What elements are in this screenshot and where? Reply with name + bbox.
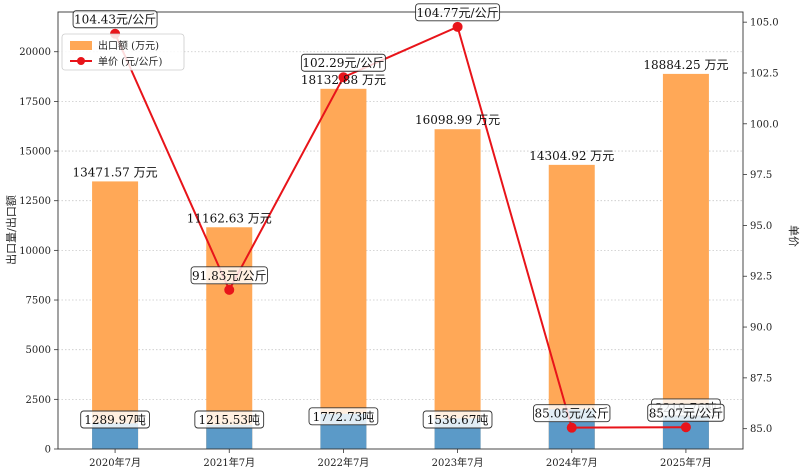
unit-price-line xyxy=(110,21,691,433)
data-labels: 13471.57 万元 11162.63 万元 18132.88 万元 16098.9… xyxy=(72,3,728,429)
x-tick-label: 2024年7月 xyxy=(546,456,598,469)
y-right-tick-label: 87.5 xyxy=(750,373,772,384)
export-volume-label: 1536.67吨 xyxy=(427,413,489,427)
y-right-tick-label: 102.5 xyxy=(750,68,779,79)
export-value-bar xyxy=(92,181,139,449)
x-tick-label: 2025年7月 xyxy=(660,456,712,469)
y-tick-label: 20000 xyxy=(19,47,51,58)
plot-frame xyxy=(57,11,744,450)
y-right-tick-label: 97.5 xyxy=(750,170,772,181)
unit-price-polyline xyxy=(114,25,686,429)
unit-price-label: 102.29元/公斤 xyxy=(302,56,384,70)
y-axis-label-right: 单价 xyxy=(787,225,800,247)
y-tick-label: 2500 xyxy=(26,395,51,406)
x-tick-label: 2021年7月 xyxy=(203,456,255,469)
unit-price-label-box xyxy=(647,403,725,422)
y-right-tick-label: 90.0 xyxy=(750,323,772,334)
legend: 出口额 (万元) 单价 (元/公斤) xyxy=(61,33,185,71)
unit-price-label: 104.43元/公斤 xyxy=(74,13,156,27)
y-tick-label: 12500 xyxy=(19,196,51,207)
legend-swatch-price-marker xyxy=(77,57,85,65)
legend-label-price: 单价 (元/公斤) xyxy=(98,56,162,68)
export-volume-bar xyxy=(206,424,253,449)
legend-swatch-export-value xyxy=(70,41,92,50)
y-right-tick-label: 85.0 xyxy=(750,424,772,435)
unit-price-label-group: 85.07元/公斤 xyxy=(647,403,725,422)
y-tick-label: 17500 xyxy=(19,97,51,108)
export-volume-label: 1289.97吨 xyxy=(84,413,146,427)
export-value-bar xyxy=(434,129,481,449)
legend-box xyxy=(61,33,185,71)
y-right-tick-label: 95.0 xyxy=(750,221,772,232)
unit-price-label-group: 104.77元/公斤 xyxy=(415,3,501,22)
unit-price-label-box xyxy=(415,3,501,22)
export-value-label: 13471.57 万元 xyxy=(73,165,158,179)
unit-price-label-box xyxy=(533,404,611,423)
export-value-label: 18132.88 万元 xyxy=(301,73,386,87)
export-volume-label-group: 1536.67吨 xyxy=(422,410,493,429)
export-value-label: 18884.25 万元 xyxy=(643,58,728,72)
y-tick-label: 10000 xyxy=(19,246,51,257)
unit-price-label-box xyxy=(190,266,268,285)
unit-price-point xyxy=(680,422,691,433)
export-value-label: 14304.92 万元 xyxy=(529,149,614,163)
unit-price-label: 85.07元/公斤 xyxy=(649,406,723,420)
export-volume-label-box xyxy=(194,410,265,429)
unit-price-label: 85.05元/公斤 xyxy=(535,407,609,421)
export-value-bar xyxy=(320,88,367,449)
export-volume-label: 1772.73吨 xyxy=(313,410,375,424)
y-tick-label: 0 xyxy=(45,445,51,456)
unit-price-point xyxy=(338,72,349,83)
axes: 0 2500 5000 7500 10000 12500 15000 17500 20000 85… xyxy=(19,11,779,469)
export-value-bars xyxy=(92,73,709,449)
unit-price-label-group: 85.05元/公斤 xyxy=(533,404,611,423)
y-tick-label: 15000 xyxy=(19,147,51,158)
x-tick-label: 2022年7月 xyxy=(318,456,370,469)
y-tick-label: 5000 xyxy=(26,345,51,356)
unit-price-label: 104.77元/公斤 xyxy=(417,6,499,20)
unit-price-label-box xyxy=(72,10,158,29)
y-right-tick-label: 100.0 xyxy=(750,119,779,130)
unit-price-label-group: 104.43元/公斤 xyxy=(72,10,158,29)
export-volume-label-group: 1215.53吨 xyxy=(194,410,265,429)
export-volume-label-group: 1289.97吨 xyxy=(80,410,150,429)
y-tick-label: 7500 xyxy=(26,296,51,307)
y-right-tick-label: 105.0 xyxy=(750,18,779,29)
y-right-tick-label: 92.5 xyxy=(750,272,772,283)
unit-price-label-group: 102.29元/公斤 xyxy=(300,53,386,72)
export-volume-label-box xyxy=(308,407,379,426)
export-volume-label: 1215.53吨 xyxy=(198,413,260,427)
unit-price-point xyxy=(224,284,235,295)
export-value-label: 11162.63 万元 xyxy=(187,211,272,225)
unit-price-label-group: 91.83元/公斤 xyxy=(190,266,268,285)
export-volume-label-group: 1772.73吨 xyxy=(308,407,379,426)
grid xyxy=(58,51,743,400)
unit-price-label-box xyxy=(300,53,386,72)
unit-price-point xyxy=(566,422,577,433)
unit-price-point xyxy=(452,21,463,32)
export-value-label: 16098.99 万元 xyxy=(415,113,500,127)
y-axis-label-left: 出口量/出口额 xyxy=(4,195,18,265)
export-value-bar xyxy=(548,164,595,449)
x-tick-label: 2020年7月 xyxy=(89,456,141,469)
legend-label-export-value: 出口额 (万元) xyxy=(98,39,159,52)
unit-price-label: 91.83元/公斤 xyxy=(192,269,266,283)
export-volume-label-box xyxy=(80,410,150,429)
export-volume-label-box xyxy=(422,410,493,429)
x-tick-label: 2023年7月 xyxy=(432,456,484,469)
export-value-bar xyxy=(662,73,709,449)
